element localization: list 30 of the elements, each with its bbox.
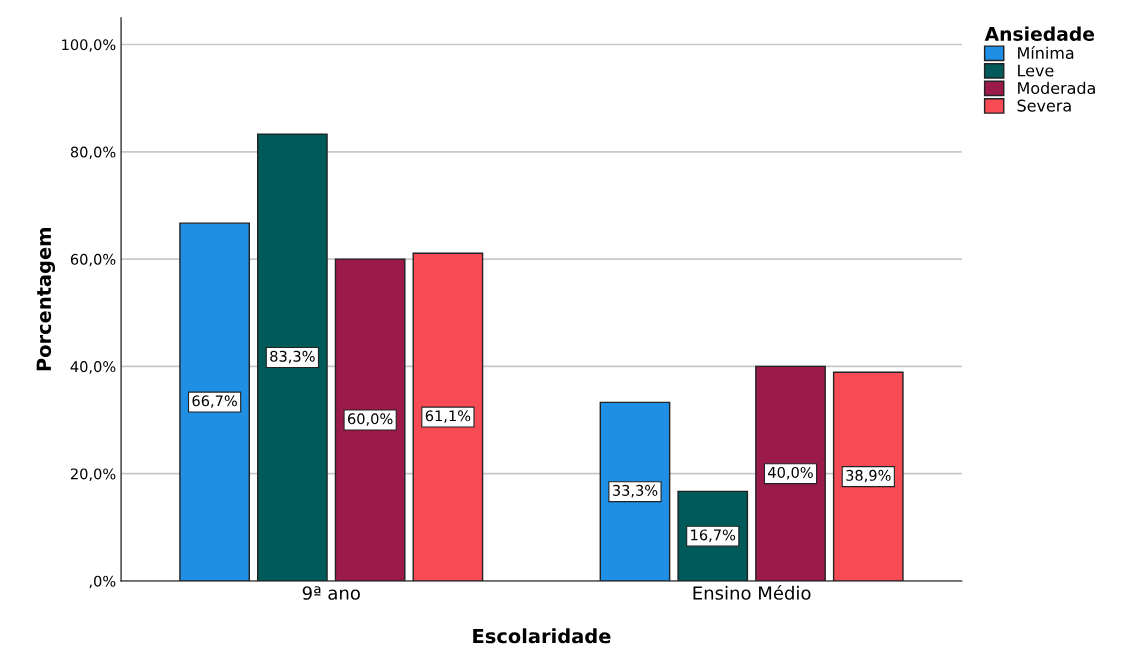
x-tick-label: 9ª ano bbox=[302, 586, 360, 600]
y-tick-label: 40,0% bbox=[70, 361, 116, 374]
data-label: 38,9% bbox=[846, 469, 891, 483]
data-label: 60,0% bbox=[348, 413, 393, 426]
data-label: 66,7% bbox=[192, 395, 237, 408]
y-tick-label: 80,0% bbox=[70, 146, 116, 160]
data-label: 33,3% bbox=[612, 484, 658, 498]
data-label: 40,0% bbox=[768, 466, 813, 480]
bar bbox=[179, 222, 250, 581]
x-axis-title: Escolaridade bbox=[473, 628, 611, 644]
y-axis-title: Porcentagem bbox=[36, 228, 56, 371]
bar bbox=[412, 252, 484, 581]
x-tick-label: Ensino Médio bbox=[693, 585, 811, 600]
legend-label: Mínima bbox=[1018, 46, 1074, 60]
legend-label: Leve bbox=[1018, 64, 1054, 77]
bar bbox=[755, 365, 826, 581]
bar bbox=[334, 258, 406, 581]
legend-label: Moderada bbox=[1018, 81, 1095, 95]
bar bbox=[832, 371, 904, 581]
y-tick-label: 100,0% bbox=[62, 39, 116, 52]
bar bbox=[599, 401, 671, 581]
y-tick-label: 60,0% bbox=[70, 253, 116, 267]
data-label: 83,3% bbox=[270, 350, 315, 364]
data-label: 61,1% bbox=[425, 410, 471, 423]
legend-title: Ansiedade bbox=[984, 26, 1095, 41]
y-tick-label: 20,0% bbox=[70, 468, 116, 481]
bar bbox=[256, 133, 328, 581]
data-label: 16,7% bbox=[691, 529, 736, 542]
y-tick-label: ,0% bbox=[89, 575, 116, 589]
legend-label: Severa bbox=[1017, 99, 1071, 112]
